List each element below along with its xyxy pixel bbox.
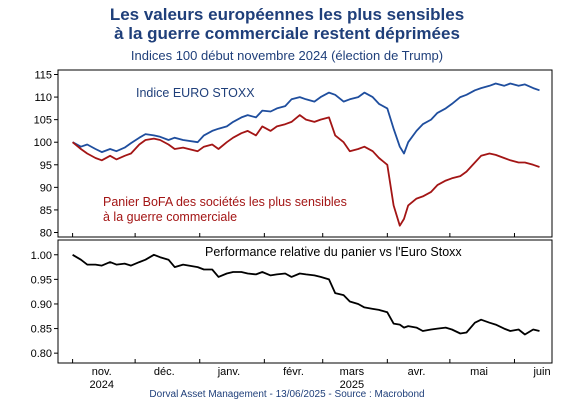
- chart-source-footer: Dorval Asset Management - 13/06/2025 - S…: [149, 389, 425, 400]
- series-line-1-1: [72, 82, 540, 155]
- chart-title-line2: à la guerre commerciale restent déprimée…: [114, 24, 460, 43]
- y-tick-label: 90: [40, 182, 52, 194]
- x-year-label: 2024: [90, 379, 114, 391]
- x-month-label: févr.: [283, 366, 304, 378]
- y-tick-label: 0.85: [31, 324, 52, 336]
- y-tick-label: 0.80: [31, 348, 52, 360]
- x-month-label: janv.: [217, 366, 240, 378]
- y-tick-label: 115: [34, 70, 52, 82]
- y-tick-label: 80: [40, 227, 52, 239]
- series-label-relative: Performance relative du panier vs l'Euro…: [205, 245, 462, 259]
- x-month-label: déc.: [154, 366, 175, 378]
- x-month-label: nov.: [92, 366, 112, 378]
- y-tick-label: 105: [34, 115, 52, 127]
- series-line-1-2: [72, 114, 540, 227]
- y-tick-label: 95: [40, 160, 52, 172]
- y-tick-label: 85: [40, 205, 52, 217]
- x-month-label: mai: [470, 366, 488, 378]
- y-tick-label: 100: [34, 137, 52, 149]
- x-month-label: avr.: [408, 366, 426, 378]
- x-month-label: juin: [532, 366, 550, 378]
- series-label-bofa-line2: à la guerre commerciale: [103, 210, 237, 224]
- series-label-bofa-line1: Panier BoFA des sociétés les plus sensib…: [103, 195, 347, 209]
- y-tick-label: 1.00: [31, 250, 52, 262]
- y-tick-label: 110: [34, 92, 52, 104]
- series-label-euro-stoxx: Indice EURO STOXX: [136, 86, 255, 100]
- series-line-2-1: [72, 253, 540, 336]
- panel-frame-1: [57, 69, 553, 238]
- x-month-label: mars: [340, 366, 365, 378]
- y-tick-label: 0.90: [31, 299, 52, 311]
- y-tick-label: 0.95: [31, 274, 52, 286]
- x-year-label: 2025: [340, 379, 364, 391]
- chart-subtitle: Indices 100 début novembre 2024 (électio…: [130, 48, 444, 63]
- panel-frame-2: [57, 239, 553, 364]
- chart-title-line1: Les valeurs européennes les plus sensibl…: [109, 5, 465, 24]
